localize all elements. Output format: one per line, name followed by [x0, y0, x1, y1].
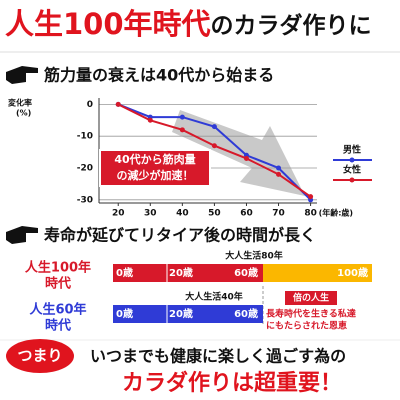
y-tick-label: -30 [77, 195, 93, 205]
section-heading: 寿命が延びてリタイア後の時間が長く [44, 226, 316, 245]
point [308, 194, 314, 200]
tag: つまり [17, 347, 62, 365]
note: にもたらされた恩恵 [266, 320, 347, 332]
y-axis-label: (%) [16, 109, 31, 118]
point [179, 127, 185, 133]
age-label: 100歳 [337, 266, 368, 279]
legend-swatch [349, 157, 355, 163]
age-label: 60歳 [234, 266, 258, 279]
point [243, 155, 249, 161]
hand-icon [6, 226, 38, 244]
age-label: 0歳 [116, 266, 133, 279]
age-label: 60歳 [234, 307, 258, 320]
title-black: のカラダ作りに [211, 12, 372, 39]
section-heading: 筋力量の衰えは40代から始まる [43, 66, 274, 85]
title: 人生100年時代のカラダ作りに [5, 7, 372, 41]
x-tick-label: 40 [176, 209, 189, 219]
age-label: 0歳 [116, 307, 133, 320]
x-tick-label: 80 [304, 209, 317, 219]
x-unit: (年齢:歳) [319, 208, 354, 218]
y-tick-label: -10 [77, 132, 93, 142]
annotation: の減少が加速！ [117, 168, 194, 182]
y-tick-label: 0 [87, 100, 93, 110]
legend-label: 女性 [343, 164, 361, 176]
point [147, 117, 153, 123]
point [276, 165, 282, 171]
trend-arrow [172, 110, 305, 196]
tag-bubble [6, 339, 74, 373]
bar-segment [263, 264, 372, 282]
footer-line: いつまでも健康に楽しく過ごす為の [90, 347, 346, 366]
bar-segment [113, 305, 263, 323]
row-label: 時代 [45, 318, 71, 334]
annotation: 40代から筋肉量 [114, 152, 195, 166]
y-tick-label: -20 [77, 164, 93, 174]
footer-emphasis: カラダ作りは超重要！ [122, 370, 342, 396]
y-axis-label: 変化率 [8, 98, 32, 108]
age-label: 20歳 [169, 307, 193, 320]
note: 長寿時代を生きる私達 [266, 308, 356, 320]
point [276, 171, 282, 177]
row-label: 人生60年 [29, 302, 86, 318]
title-red: 人生100年時代 [5, 7, 211, 41]
bar-segment [113, 264, 263, 282]
badge [285, 291, 337, 305]
span-label: 大人生活80年 [225, 250, 283, 262]
span-label: 大人生活40年 [185, 291, 243, 303]
row-label: 人生100年 [25, 260, 91, 276]
x-tick-label: 30 [144, 209, 157, 219]
point [211, 124, 217, 130]
x-tick-label: 50 [208, 209, 221, 219]
annotation-box [99, 149, 211, 187]
point [179, 114, 185, 120]
x-tick-label: 20 [112, 209, 125, 219]
row-label: 時代 [45, 276, 71, 292]
x-tick-label: 70 [272, 209, 285, 219]
age-label: 20歳 [169, 266, 193, 279]
legend-swatch [349, 177, 355, 183]
hand-icon [6, 66, 38, 84]
badge-text: 倍の人生 [293, 292, 329, 304]
legend-label: 男性 [343, 144, 361, 156]
point [115, 101, 121, 107]
point [211, 143, 217, 149]
x-tick-label: 60 [240, 209, 253, 219]
